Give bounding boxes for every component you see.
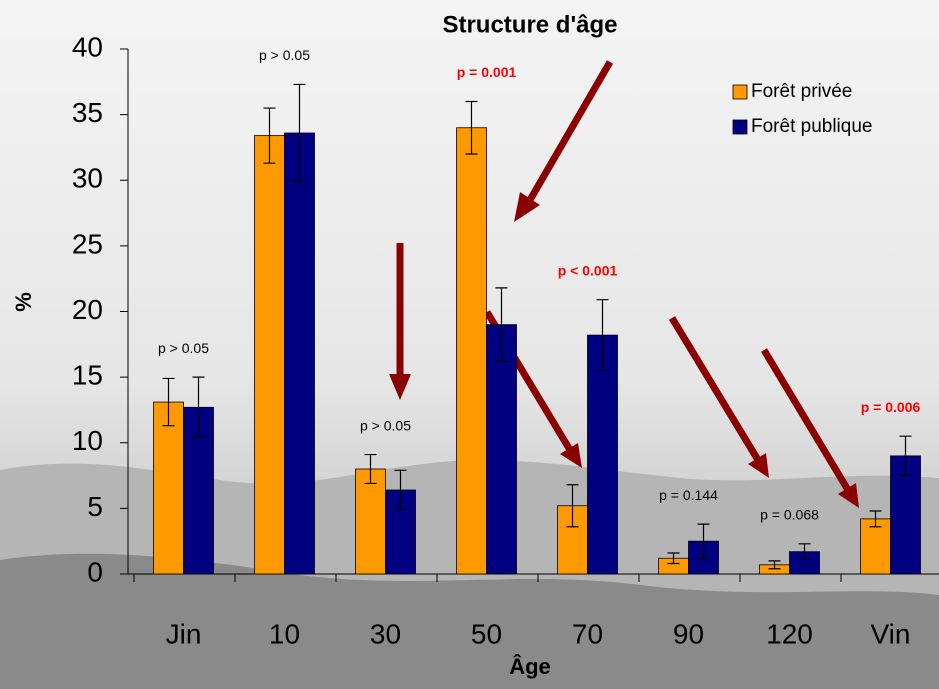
arrow-heads — [389, 192, 859, 508]
error-bar — [697, 523, 710, 559]
chart-title: Structure d'âge — [442, 11, 617, 38]
y-tick-label: 10 — [72, 425, 103, 456]
error-bar — [162, 377, 175, 427]
p-value-annotation: p > 0.05 — [259, 47, 310, 63]
error-bar — [394, 469, 407, 511]
legend-swatch — [732, 119, 748, 135]
legend-swatch — [732, 84, 748, 100]
arrow-head — [389, 374, 411, 400]
error-bar — [798, 543, 811, 561]
arrow-head — [838, 483, 859, 508]
error-bar — [192, 376, 205, 439]
p-value-annotation: p < 0.001 — [558, 262, 618, 278]
p-value-annotation: p = 0.068 — [760, 507, 819, 523]
x-tick-label: Vin — [871, 618, 911, 649]
error-bar — [899, 435, 912, 477]
arrows — [396, 60, 852, 492]
bar — [486, 324, 517, 575]
error-bar — [495, 287, 508, 362]
bar — [284, 132, 315, 575]
y-tick-label: 40 — [72, 31, 103, 62]
error-bar — [768, 560, 781, 570]
error-bar — [667, 552, 680, 565]
x-tick-label: 10 — [269, 618, 300, 649]
y-tick-label: 0 — [87, 556, 103, 587]
legend-label: Forêt publique — [751, 116, 872, 137]
x-axis-label: Âge — [509, 654, 551, 679]
error-bar — [566, 484, 579, 528]
x-tick-label: 120 — [766, 618, 813, 649]
p-value-annotation: p = 0.144 — [659, 487, 718, 503]
y-tick-label: 35 — [72, 97, 103, 128]
error-bar — [465, 100, 478, 155]
arrow — [526, 60, 614, 202]
bar — [456, 127, 487, 575]
bar — [860, 518, 891, 575]
y-tick-label: 30 — [72, 163, 103, 194]
y-tick-label: 15 — [72, 360, 103, 391]
bar — [587, 334, 618, 575]
legend-label: Forêt privée — [751, 81, 852, 102]
y-tick-label: 5 — [87, 491, 103, 522]
arrow — [669, 316, 761, 462]
y-axis-label: % — [11, 292, 36, 312]
p-value-annotation: p > 0.05 — [360, 417, 411, 433]
arrow-head — [748, 453, 769, 478]
error-bar — [293, 83, 306, 183]
x-tick-label: 30 — [370, 618, 401, 649]
hills-near — [0, 553, 939, 689]
bar — [355, 468, 386, 575]
arrow — [760, 348, 852, 492]
bar — [254, 135, 285, 575]
error-bar — [364, 453, 377, 485]
p-value-annotation: p > 0.05 — [158, 340, 209, 356]
p-value-annotation: p = 0.006 — [861, 399, 921, 415]
x-tick-label: 70 — [572, 618, 603, 649]
y-tick-label: 20 — [72, 294, 103, 325]
arrow-head — [560, 443, 582, 468]
p-value-annotation: p = 0.001 — [457, 64, 517, 80]
x-tick-label: 90 — [673, 618, 704, 649]
error-bar — [869, 510, 882, 528]
x-tick-label: Jin — [166, 618, 202, 649]
y-tick-label: 25 — [72, 228, 103, 259]
x-tick-label: 50 — [471, 618, 502, 649]
error-bar — [263, 107, 276, 164]
error-bar — [596, 299, 609, 372]
bar — [153, 401, 184, 575]
arrow-head — [514, 192, 540, 222]
